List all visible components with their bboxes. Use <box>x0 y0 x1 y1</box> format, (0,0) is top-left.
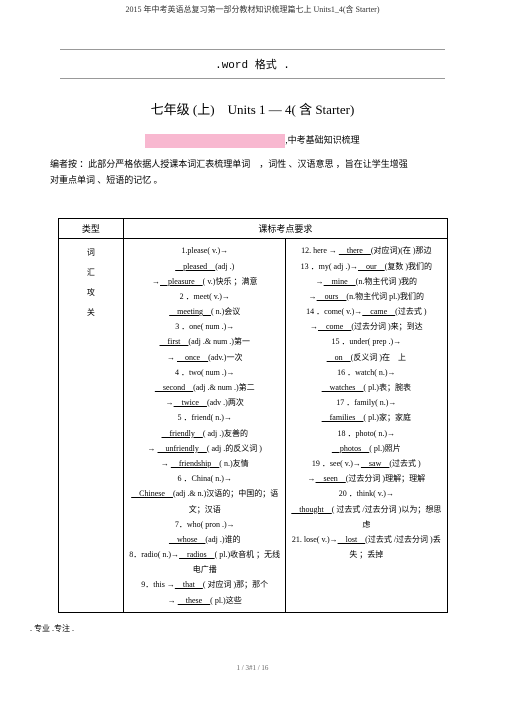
unit-title: 七年级 (上) Units 1 — 4( 含 Starter) <box>0 99 505 118</box>
highlight-box <box>145 134 285 148</box>
type-label: 词汇攻关 <box>63 243 120 323</box>
subtitle-line: ,中考基础知识梳理 <box>0 133 505 148</box>
header-type: 类型 <box>58 219 124 239</box>
content-col-1: 1.please( v.)→ pleased (adj .)→ pleasure… <box>124 239 286 613</box>
table-content-row: 词汇攻关 1.please( v.)→ pleased (adj .)→ ple… <box>58 239 447 613</box>
header-content: 课标考点要求 <box>124 219 447 239</box>
intro-text: 编者按 ：此部分严格依据人授课本词汇表梳理单词 ，词性 、汉语意思 ，旨在让学生… <box>0 156 505 188</box>
format-title: .word 格式 . <box>60 49 445 79</box>
table-header-row: 类型 课标考点要求 <box>58 219 447 239</box>
type-cell: 词汇攻关 <box>58 239 124 613</box>
page-number: 1 / 3#1 / 16 <box>0 664 505 672</box>
vocab-table: 类型 课标考点要求 词汇攻关 1.please( v.)→ pleased (a… <box>58 218 448 613</box>
footer-note: . 专业 .专注 . <box>0 613 505 644</box>
content-col-2: 12. here → there (对应词)(在 )那边13 ．my( adj … <box>286 239 447 613</box>
top-header: 2015 年中考英语总复习第一部分教材知识梳理篇七上 Units1_4(含 St… <box>0 0 505 19</box>
